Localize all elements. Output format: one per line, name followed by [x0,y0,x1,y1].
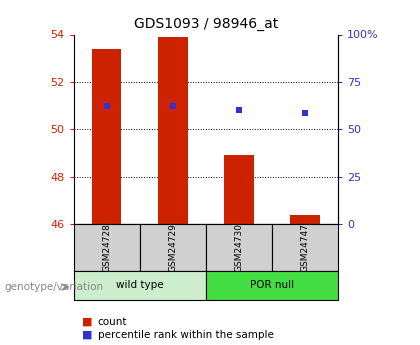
Bar [272,224,338,271]
Bar [206,224,272,271]
Text: ■: ■ [82,330,92,339]
Text: GSM24747: GSM24747 [301,223,310,272]
Text: GSM24730: GSM24730 [234,223,243,272]
Title: GDS1093 / 98946_at: GDS1093 / 98946_at [134,17,278,31]
Text: GSM24728: GSM24728 [102,223,111,272]
Text: POR null: POR null [250,280,294,290]
Bar [74,224,139,271]
Text: wild type: wild type [116,280,163,290]
Text: percentile rank within the sample: percentile rank within the sample [98,330,274,339]
Bar [158,37,188,224]
Bar [206,271,338,300]
Bar [92,49,121,224]
Text: GSM24729: GSM24729 [168,223,177,272]
Text: genotype/variation: genotype/variation [4,282,103,292]
Bar [224,156,254,224]
Bar [74,271,206,300]
Bar [139,224,206,271]
Bar [290,215,320,224]
Text: count: count [98,317,127,326]
Text: ■: ■ [82,317,92,326]
